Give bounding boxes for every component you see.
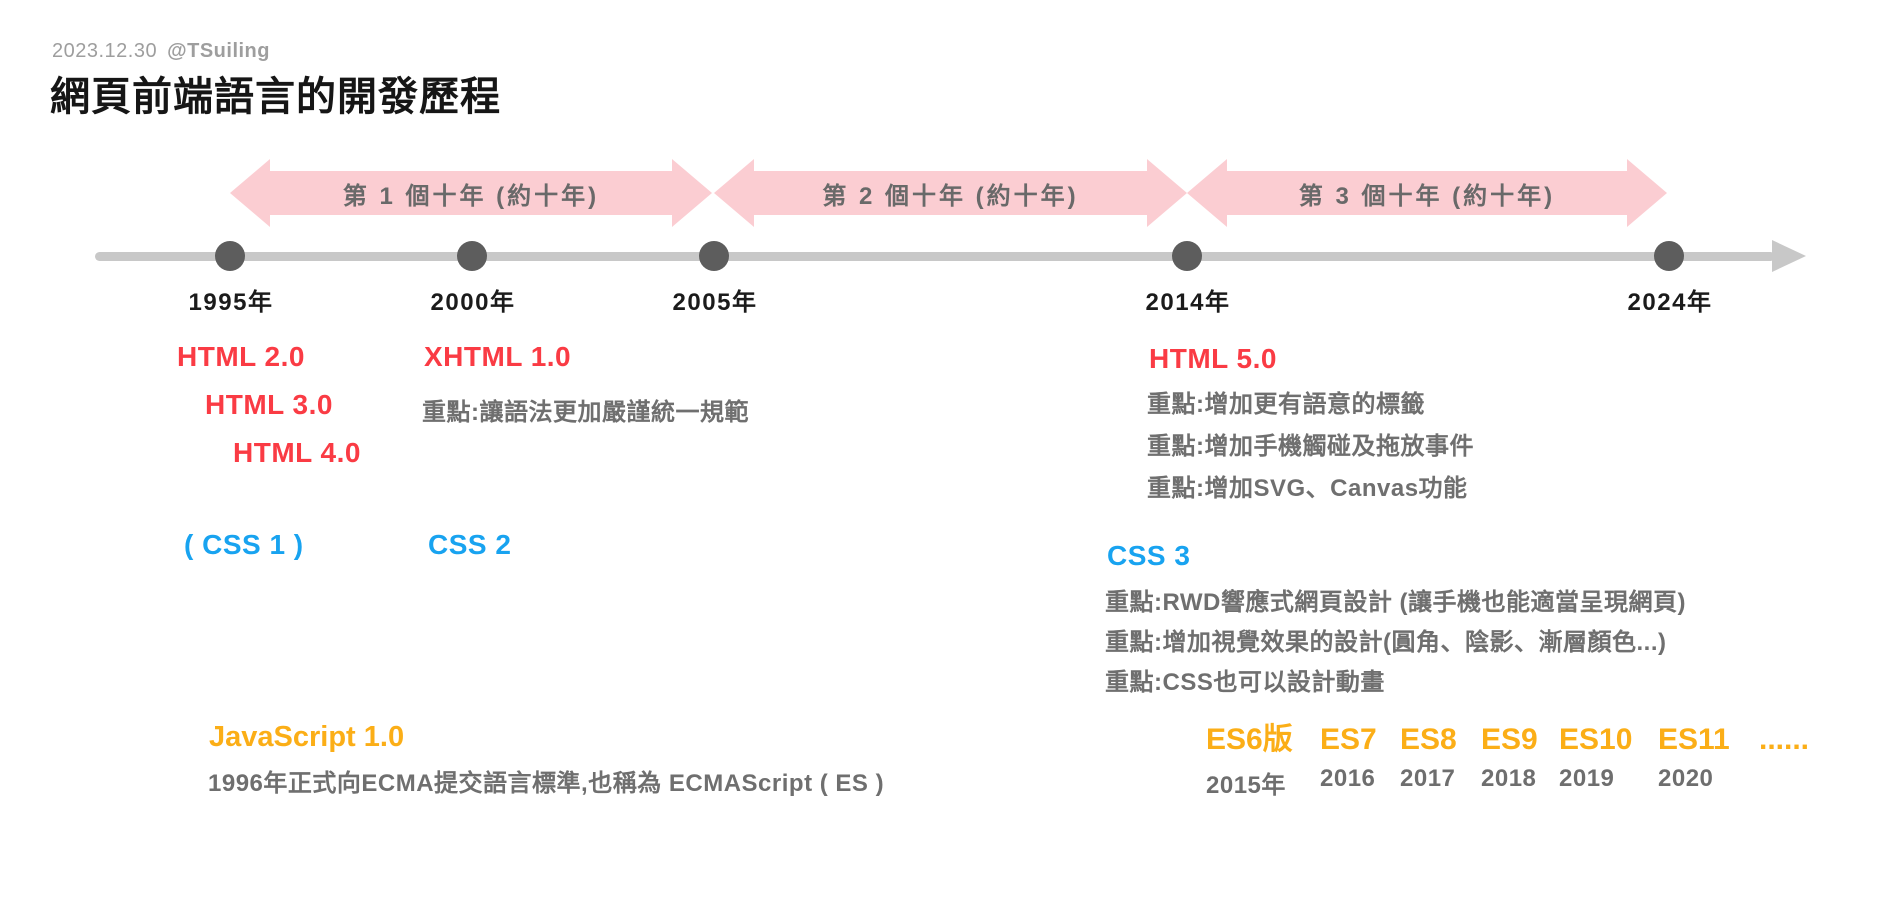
javascript-note: 1996年正式向ECMA提交語言標準,也稱為 ECMAScript ( ES ) [208, 770, 885, 797]
css3-note-2: 重點:增加視覺效果的設計(圓角、陰影、漸層顏色...) [1105, 629, 1667, 656]
css3-note-3: 重點:CSS也可以設計動畫 [1105, 669, 1385, 696]
es-version-label: ES8 [1400, 723, 1457, 756]
es-version-label: ...... [1759, 723, 1810, 756]
html-version-2: HTML 2.0 [177, 341, 305, 372]
decade-arrow-3: 第 3 個十年 (約十年) [1187, 159, 1667, 227]
milestone-year-2005: 2005年 [672, 289, 758, 316]
milestone-year-2000: 2000年 [430, 289, 516, 316]
es-version-label: ES10 [1559, 723, 1633, 756]
html-version-4: HTML 4.0 [233, 437, 361, 468]
timeline-dot-2024 [1654, 241, 1684, 271]
es-version-year: 2020 [1658, 765, 1714, 792]
decade-arrow-1: 第 1 個十年 (約十年) [230, 159, 712, 227]
es-version-year: 2017 [1400, 765, 1456, 792]
es-version-year: 2015年 [1206, 772, 1286, 799]
html5-notes: 重點:增加更有語意的標籤 重點:增加手機觸碰及拖放事件 重點:增加SVG、Can… [1147, 384, 1474, 510]
css2-version: CSS 2 [428, 529, 512, 560]
es-column-es8: ES8 2017 [1400, 722, 1457, 793]
es-version-label: ES7 [1320, 723, 1377, 756]
es-version-label: ES11 [1658, 723, 1730, 756]
timeline-dot-2005 [699, 241, 729, 271]
decade-arrow-2: 第 2 個十年 (約十年) [714, 159, 1187, 227]
es-column-es10: ES10 2019 [1559, 722, 1632, 793]
date-text: 2023.12.30 [52, 40, 158, 62]
es-column-es7: ES7 2016 [1320, 722, 1377, 793]
xhtml-version: XHTML 1.0 [424, 341, 572, 372]
es-column-es11: ES11 2020 [1658, 722, 1730, 793]
timeline-dot-2014 [1172, 241, 1202, 271]
css3-version: CSS 3 [1107, 540, 1191, 571]
html5-note-2: 重點:增加手機觸碰及拖放事件 [1147, 433, 1474, 460]
javascript-version: JavaScript 1.0 [209, 721, 405, 753]
es-version-label: ES6版 [1206, 723, 1293, 756]
es-version-year: 2019 [1559, 765, 1615, 792]
milestone-year-2014: 2014年 [1145, 289, 1231, 316]
decade-arrow-2-label: 第 2 個十年 (約十年) [822, 182, 1079, 210]
timeline-line [95, 252, 1775, 261]
decade-arrow-3-label: 第 3 個十年 (約十年) [1298, 182, 1556, 210]
timeline-dot-2000 [457, 241, 487, 271]
milestone-year-1995: 1995年 [188, 289, 274, 316]
html-version-3: HTML 3.0 [205, 389, 333, 420]
milestone-year-2024: 2024年 [1627, 289, 1713, 316]
html5-version: HTML 5.0 [1149, 343, 1277, 374]
timeline-arrowhead-icon [1772, 240, 1806, 272]
es-version-label: ES9 [1481, 723, 1538, 756]
css3-notes: 重點:RWD響應式網頁設計 (讓手機也能適當呈現網頁) 重點:增加視覺效果的設計… [1105, 583, 1686, 703]
es-column-more: ...... [1759, 722, 1809, 765]
es-version-year: 2016 [1320, 765, 1376, 792]
es-column-es6: ES6版 2015年 [1206, 722, 1293, 800]
html5-note-1: 重點:增加更有語意的標籤 [1147, 391, 1425, 418]
xhtml-note: 重點:讓語法更加嚴謹統一規範 [422, 399, 749, 426]
css3-note-1: 重點:RWD響應式網頁設計 (讓手機也能適當呈現網頁) [1105, 589, 1687, 616]
es-column-es9: ES9 2018 [1481, 722, 1538, 793]
timeline-dot-1995 [215, 241, 245, 271]
page-title: 網頁前端語言的開發歷程 [50, 75, 501, 119]
date-line: 2023.12.30 @TSuiling [52, 40, 270, 63]
html5-note-3: 重點:增加SVG、Canvas功能 [1147, 475, 1468, 502]
decade-arrow-1-label: 第 1 個十年 (約十年) [342, 182, 600, 210]
es-version-year: 2018 [1481, 765, 1537, 792]
author-handle: @TSuiling [167, 40, 270, 62]
css1-version: ( CSS 1 ) [184, 529, 304, 560]
